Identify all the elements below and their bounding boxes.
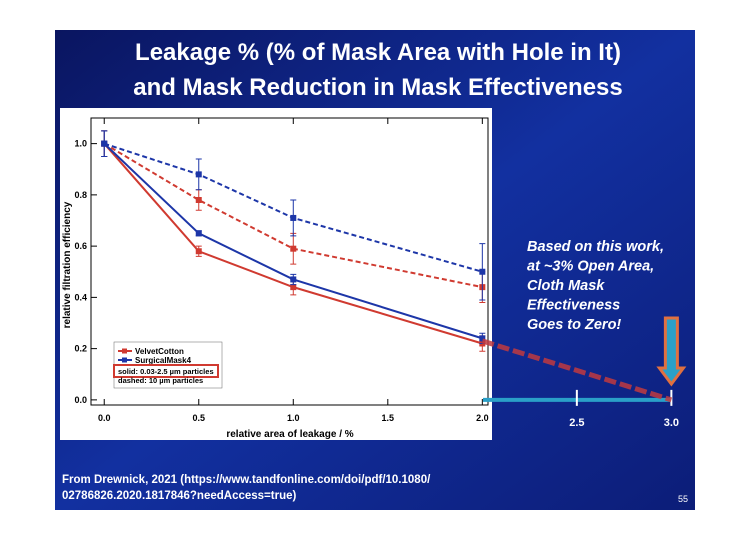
source: From Drewnick, 2021 (https://www.tandfon… xyxy=(62,474,431,486)
legend-highlight xyxy=(113,364,219,378)
x-tick-label: 1.5 xyxy=(382,413,395,423)
plot-frame xyxy=(90,117,489,406)
point xyxy=(101,140,108,147)
extended-tick-label: 3.0 xyxy=(664,417,679,429)
legend-label: VelvetCotton xyxy=(135,347,184,356)
legend-label: SurgicalMask4 xyxy=(135,356,192,365)
x-axis-label: relative area of leakage / % xyxy=(226,429,353,440)
point xyxy=(290,214,297,221)
annotation: Cloth Mask xyxy=(527,278,605,294)
arrow xyxy=(656,316,687,387)
slide-title: Leakage % (% of Mask Area with Hole in I… xyxy=(135,39,621,66)
x-tick-label: 2.0 xyxy=(476,413,489,423)
annotation: at ~3% Open Area, xyxy=(527,259,654,275)
y-axis-label: relative filtration efficiency xyxy=(62,201,73,328)
x-tick-label: 0.5 xyxy=(192,413,205,423)
extrapolation-line xyxy=(481,338,673,403)
point xyxy=(479,335,486,342)
point xyxy=(195,171,202,178)
point xyxy=(195,197,202,203)
dashed-line xyxy=(103,142,483,273)
x-tick-label: 1.0 xyxy=(287,413,300,423)
x-tick-label: 0.0 xyxy=(98,413,111,423)
y-tick-label: 0.4 xyxy=(74,292,87,302)
y-tick-label: 0.0 xyxy=(74,395,87,405)
point xyxy=(290,276,297,283)
point xyxy=(290,245,297,252)
legend-marker xyxy=(122,348,127,354)
point xyxy=(479,268,486,275)
point xyxy=(195,230,202,237)
y-tick-label: 0.8 xyxy=(74,190,87,200)
y-tick-label: 1.0 xyxy=(74,139,87,149)
legend-style: solid: 0.03-2.5 µm particles xyxy=(118,367,214,376)
annotation: Effectiveness xyxy=(527,298,620,314)
point xyxy=(195,248,202,255)
annotation: Goes to Zero! xyxy=(527,317,621,333)
solid-line xyxy=(103,142,483,340)
legend-marker xyxy=(122,357,127,363)
source: 02786826.2020.1817846?needAccess=true) xyxy=(62,490,296,502)
dashed-line xyxy=(103,142,483,289)
point xyxy=(290,284,297,291)
extended-tick-label: 2.5 xyxy=(569,417,584,429)
page-number: 55 xyxy=(678,494,688,504)
slide-title: and Mask Reduction in Mask Effectiveness xyxy=(133,74,622,101)
y-tick-label: 0.2 xyxy=(74,344,87,354)
y-tick-label: 0.6 xyxy=(74,241,87,251)
chart-panel xyxy=(60,108,492,440)
legend-style: dashed: 10 µm particles xyxy=(118,376,203,385)
annotation: Based on this work, xyxy=(527,239,664,255)
solid-line xyxy=(103,142,483,345)
